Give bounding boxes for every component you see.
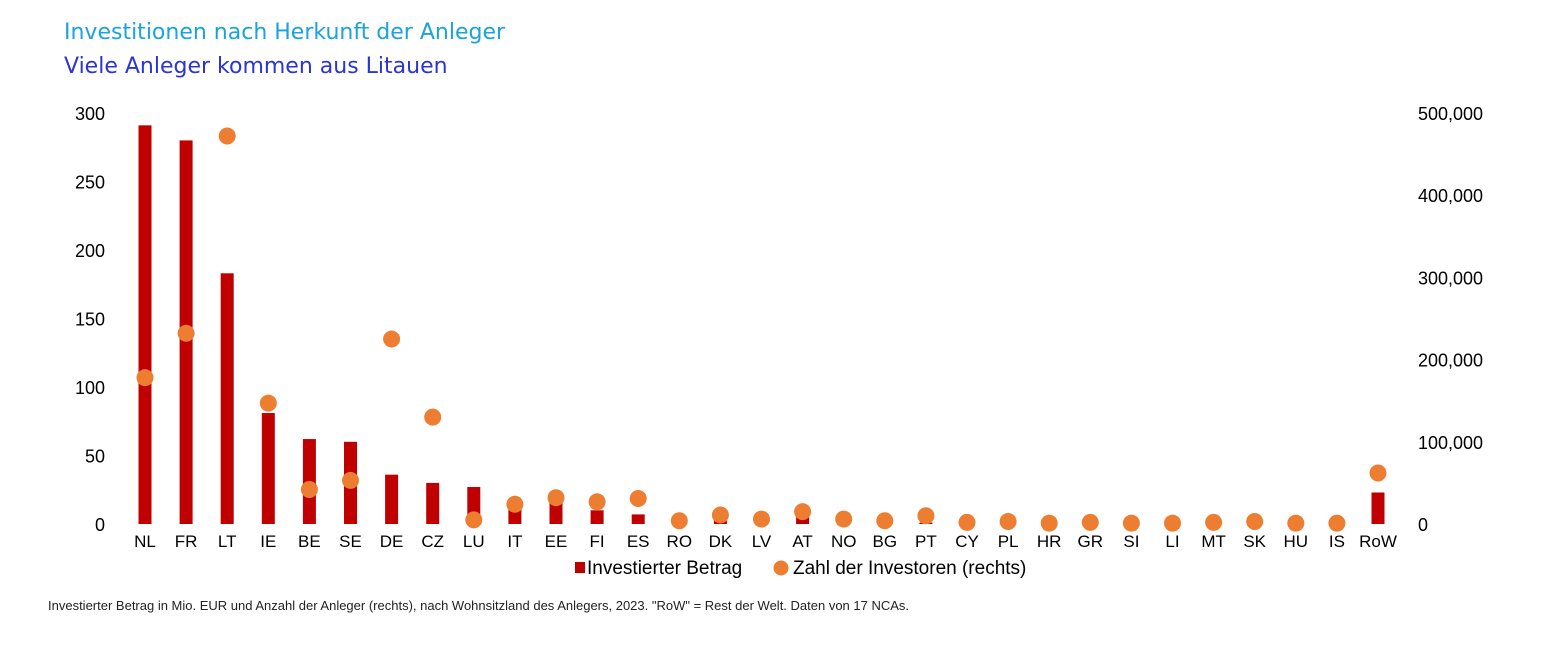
category-label: PL: [998, 532, 1019, 551]
dot-at: [794, 503, 812, 521]
dot-lt: [218, 127, 236, 145]
dot-dk: [711, 506, 729, 524]
category-label: RO: [667, 532, 693, 551]
dot-ro: [670, 512, 688, 530]
dot-cy: [958, 513, 976, 531]
dot-li: [1164, 514, 1181, 532]
dot-pl: [999, 513, 1017, 531]
dot-ee: [547, 489, 565, 507]
category-label: IS: [1329, 532, 1345, 551]
category-label: GR: [1078, 532, 1104, 551]
category-label: LI: [1165, 532, 1179, 551]
category-label: AT: [792, 532, 812, 551]
category-label: DE: [380, 532, 404, 551]
dot-is: [1328, 514, 1346, 532]
category-label: LT: [218, 532, 237, 551]
bar-es: [631, 514, 645, 524]
dot-row: [1369, 464, 1387, 482]
dot-si: [1122, 514, 1140, 532]
category-label: SI: [1123, 532, 1139, 551]
dot-pt: [917, 507, 935, 525]
dot-cz: [424, 408, 442, 426]
legend: Investierter Betrag Zahl der Investoren …: [575, 558, 1026, 579]
bar-lt: [220, 273, 234, 524]
left-tick-label: 50: [85, 447, 105, 467]
right-tick-label: 400,000: [1418, 186, 1483, 206]
category-label: LU: [463, 532, 485, 551]
right-tick-label: 0: [1418, 515, 1428, 535]
dot-sk: [1246, 513, 1264, 531]
right-tick-label: 500,000: [1418, 104, 1483, 124]
category-label: DK: [709, 532, 733, 551]
bar-nl: [138, 125, 152, 524]
dot-hu: [1287, 514, 1305, 532]
category-label: NO: [831, 532, 857, 551]
bar-ie: [261, 413, 275, 524]
category-label: HR: [1037, 532, 1062, 551]
chart-title: Investitionen nach Herkunft der Anleger: [64, 20, 506, 45]
dot-no: [835, 510, 853, 528]
dot-be: [300, 480, 318, 498]
dot-lv: [753, 510, 770, 528]
dot-fi: [588, 493, 606, 511]
left-tick-label: 200: [75, 241, 105, 261]
category-label: NL: [134, 532, 156, 551]
category-label: MT: [1201, 532, 1226, 551]
category-label: PT: [915, 532, 937, 551]
category-label: BE: [298, 532, 321, 551]
category-label: LV: [752, 532, 772, 551]
dot-lu: [465, 511, 483, 529]
chart-subtitle: Viele Anleger kommen aus Litauen: [64, 54, 448, 79]
category-label: RoW: [1359, 532, 1397, 551]
dot-nl: [136, 369, 154, 387]
left-tick-label: 300: [75, 104, 105, 124]
left-tick-label: 150: [75, 310, 105, 330]
right-tick-label: 200,000: [1418, 351, 1483, 371]
category-label: SE: [339, 532, 362, 551]
category-label: EE: [545, 532, 568, 551]
dot-de: [383, 330, 401, 348]
category-label: CZ: [421, 532, 444, 551]
dot-fr: [177, 324, 195, 342]
dot-ie: [259, 394, 277, 412]
dot-se: [342, 471, 359, 489]
left-tick-label: 250: [75, 173, 105, 193]
dot-hr: [1040, 514, 1058, 532]
bar-row: [1371, 492, 1385, 524]
left-axis-ticks: 0 50 100 150 200 250 300: [75, 104, 105, 535]
dot-series: [136, 127, 1387, 532]
dot-gr: [1081, 513, 1099, 531]
category-label: FR: [175, 532, 198, 551]
legend-bar-swatch: [575, 562, 585, 573]
legend-bar-label: Investierter Betrag: [587, 558, 742, 579]
category-label: IT: [507, 532, 522, 551]
right-tick-label: 100,000: [1418, 433, 1483, 453]
category-label: CY: [955, 532, 979, 551]
category-label: IE: [260, 532, 276, 551]
category-labels: NL FR LT IE BE SE DE CZ LU IT EE FI ES RO DK LV AT NO BG PT…: [134, 532, 1397, 551]
bar-fi: [590, 510, 604, 524]
bar-cz: [426, 482, 440, 524]
legend-dot-swatch: [773, 560, 789, 576]
dot-bg: [876, 512, 894, 530]
category-label: ES: [627, 532, 650, 551]
dot-it: [506, 495, 524, 513]
right-axis-ticks: 0 100,000 200,000 300,000 400,000 500,000: [1418, 104, 1483, 535]
dot-es: [629, 490, 647, 508]
right-tick-label: 300,000: [1418, 268, 1483, 288]
dot-mt: [1205, 513, 1223, 531]
category-label: HU: [1284, 532, 1309, 551]
left-tick-label: 0: [95, 515, 105, 535]
left-tick-label: 100: [75, 378, 105, 398]
chart-plot: 0 50 100 150 200 250 300 0 100,000 200,000 300,00…: [75, 104, 1483, 579]
bar-de: [385, 474, 399, 524]
category-label: BG: [873, 532, 898, 551]
chart-footnote: Investierter Betrag in Mio. EUR und Anza…: [48, 598, 910, 613]
legend-dot-label: Zahl der Investoren (rechts): [793, 558, 1026, 579]
category-label: FI: [590, 532, 605, 551]
category-label: SK: [1243, 532, 1266, 551]
bar-series: [138, 125, 1385, 524]
